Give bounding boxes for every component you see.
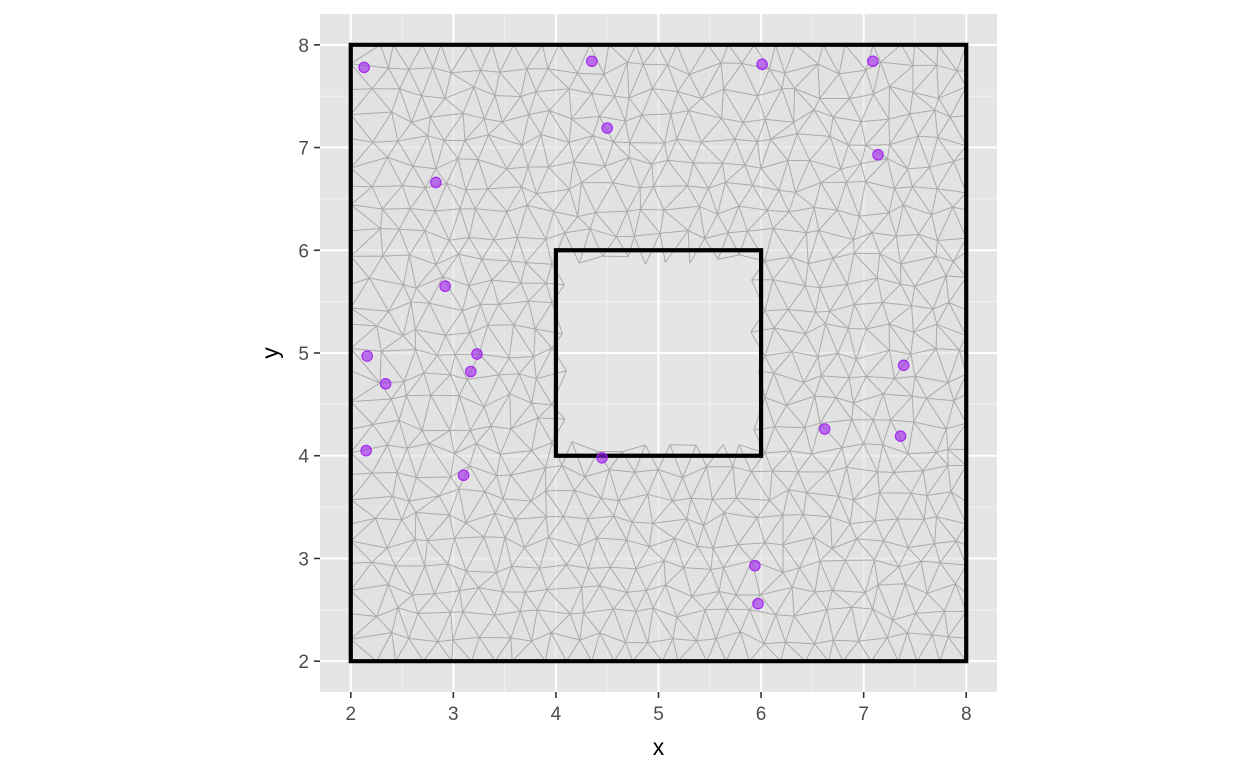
y-tick-label: 6 (298, 241, 309, 262)
data-points (358, 55, 910, 610)
y-tick-label: 3 (298, 549, 309, 570)
x-tick-label: 8 (961, 704, 972, 725)
data-point (872, 148, 884, 161)
x-tick-label: 4 (551, 704, 562, 725)
x-tick-label: 2 (345, 704, 356, 725)
x-tick-label: 5 (653, 704, 664, 725)
data-point (586, 55, 598, 68)
y-tick-label: 7 (298, 139, 309, 160)
data-point (360, 444, 372, 457)
data-point (752, 597, 764, 610)
data-point (867, 55, 879, 68)
hole-boundary (553, 248, 764, 458)
data-point (430, 176, 442, 189)
y-tick-label: 4 (298, 447, 309, 468)
data-point (749, 559, 761, 572)
y-tick-label: 8 (298, 36, 309, 57)
domain-boundaries (348, 42, 969, 664)
data-point (457, 469, 470, 482)
x-tick-label: 6 (756, 704, 767, 725)
data-point (897, 359, 910, 372)
data-point (894, 430, 907, 443)
y-tick-label: 2 (298, 652, 309, 673)
data-point (471, 348, 483, 360)
data-point (818, 423, 831, 435)
data-point (464, 365, 477, 378)
data-point (596, 451, 608, 464)
data-point (601, 122, 614, 134)
x-tick-label: 7 (858, 704, 869, 725)
data-point (358, 61, 370, 74)
x-axis: 2 3 4 5 6 7 8 (345, 692, 972, 725)
outer-boundary (348, 42, 969, 664)
data-point (361, 350, 373, 362)
y-axis: 2 3 4 5 6 7 8 (298, 36, 320, 673)
x-tick-label: 3 (448, 704, 459, 725)
x-axis-title: x (653, 734, 665, 760)
data-point (439, 280, 451, 293)
y-axis-title: y (257, 347, 283, 359)
data-point (756, 58, 768, 71)
data-point (379, 378, 392, 390)
y-tick-label: 5 (298, 344, 309, 365)
domain-fill (350, 44, 967, 662)
